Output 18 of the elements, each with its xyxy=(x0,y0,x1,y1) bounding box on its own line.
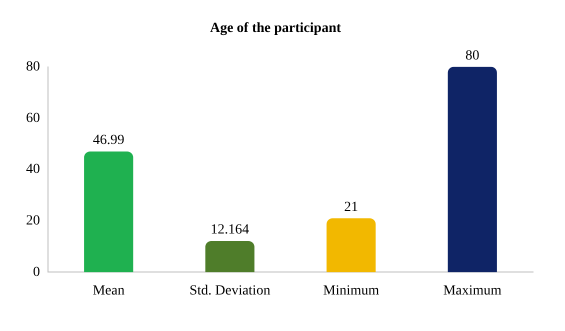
x-tick-label: Minimum xyxy=(323,283,380,298)
chart-title: Age of the participant xyxy=(210,21,342,36)
bar xyxy=(205,240,254,272)
y-tick-label: 40 xyxy=(26,162,40,178)
y-tick-label: 0 xyxy=(33,264,40,280)
x-tick-label: Std. Deviation xyxy=(189,283,270,298)
data-label: 21 xyxy=(344,200,358,215)
data-label: 80 xyxy=(465,48,480,64)
bar xyxy=(448,66,497,272)
data-label: 12.164 xyxy=(210,222,250,238)
bar xyxy=(326,218,376,272)
data-label: 46.99 xyxy=(92,133,124,148)
x-tick-label: Maximum xyxy=(443,283,502,298)
y-tick-label: 20 xyxy=(26,214,40,229)
y-tick-label: 60 xyxy=(26,110,40,126)
bar xyxy=(84,152,134,272)
x-tick-label: Mean xyxy=(92,283,125,298)
y-tick-label: 80 xyxy=(26,59,40,74)
